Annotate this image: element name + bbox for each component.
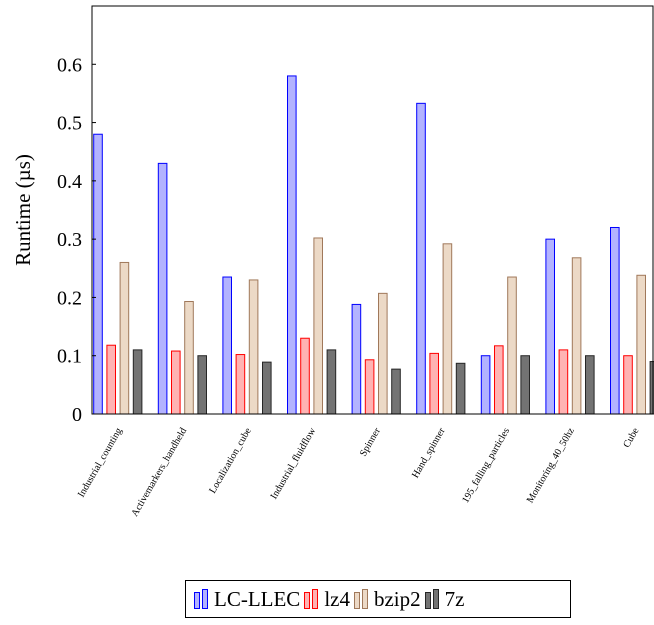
bar-lc-llec-8 [610, 226, 620, 415]
bar-lc-llec-6 [480, 355, 491, 415]
legend-label: 7z [444, 586, 465, 611]
bar-lz4-8 [623, 355, 633, 415]
y-axis-ticks: 0 0.1 0.2 0.3 0.4 0.5 0.6 [57, 54, 96, 426]
legend-item-7z: 7z [424, 586, 465, 612]
legend-item-lz4: lz4 [304, 587, 350, 612]
bar-bzip2-5 [442, 243, 453, 415]
legend-swatch [424, 589, 441, 609]
x-tick-label: Hand_spinner [410, 425, 448, 480]
legend-swatch [304, 589, 320, 609]
bar-lz4-6 [494, 345, 504, 415]
bar-lc-llec-0 [93, 133, 103, 415]
bar-7z-3 [326, 349, 337, 415]
x-tick-label: Spinner [358, 425, 383, 458]
y-tick-label: 0.2 [57, 287, 82, 309]
y-tick-label: 0.5 [57, 113, 82, 135]
bar-7z-8 [649, 361, 654, 415]
bar-7z-1 [197, 355, 207, 415]
bar-lc-llec-7 [545, 238, 556, 415]
y-axis-title: Runtime (µs) [11, 154, 35, 266]
bar-lz4-5 [429, 352, 439, 415]
x-tick-label: Localization_cube [207, 426, 254, 496]
bar-7z-0 [132, 349, 143, 415]
plot-frame [91, 5, 654, 415]
y-tick-label: 0.4 [57, 171, 82, 193]
bar-bzip2-4 [378, 292, 388, 415]
bar-lc-llec-1 [157, 162, 168, 415]
bar-lc-llec-3 [287, 75, 297, 415]
bar-bzip2-0 [119, 261, 130, 415]
bar-lc-llec-4 [351, 303, 362, 415]
bar-lz4-4 [364, 359, 375, 415]
legend-item-bzip2: bzip2 [353, 586, 421, 612]
bar-lz4-0 [106, 344, 117, 415]
x-tick-label: Industrial_counting [76, 426, 125, 499]
legend-swatch [194, 589, 210, 609]
bar-chart: 0 0.1 0.2 0.3 0.4 0.5 0.6 Industrial_counting A… [11, 5, 654, 519]
bar-lc-llec-5 [416, 102, 426, 415]
bar-lz4-2 [235, 354, 246, 415]
bar-bzip2-1 [184, 301, 194, 415]
bar-lz4-3 [300, 337, 310, 415]
x-tick-label: Activemarkers_handheld [129, 426, 189, 519]
legend: LC-LLEC lz4 bzip2 7z [185, 580, 571, 618]
legend-label: lz4 [324, 586, 350, 611]
bar-7z-2 [262, 361, 272, 415]
y-tick-label: 0.6 [57, 54, 82, 76]
x-tick-label: 195_falling_particles [460, 426, 512, 505]
x-tick-label: Cube [621, 426, 641, 450]
bar-lc-llec-2 [222, 276, 232, 415]
legend-item-lc-llec: LC-LLEC [194, 587, 300, 612]
x-tick-label: Monitoring_40_50hz [525, 426, 577, 506]
y-tick-label: 0 [72, 404, 82, 426]
legend-swatch [353, 589, 370, 609]
x-tick-label: Industrial_fluidflow [269, 425, 319, 501]
bar-bzip2-3 [313, 237, 323, 415]
bar-7z-4 [391, 368, 401, 415]
bar-lz4-7 [558, 349, 569, 415]
y-tick-label: 0.3 [57, 229, 82, 251]
y-tick-label: 0.1 [57, 346, 82, 368]
bar-bzip2-6 [507, 276, 517, 415]
bars-layer [93, 75, 654, 415]
bar-bzip2-7 [571, 257, 582, 415]
bar-lz4-1 [171, 350, 181, 415]
x-axis-labels: Industrial_counting Activemarkers_handhel… [76, 425, 642, 518]
legend-label: bzip2 [373, 586, 421, 611]
bar-7z-7 [585, 355, 595, 415]
bar-7z-6 [520, 355, 531, 415]
legend-label: LC-LLEC [214, 586, 301, 611]
bar-7z-5 [455, 362, 466, 415]
bar-bzip2-8 [636, 274, 647, 415]
bar-bzip2-2 [248, 279, 259, 415]
